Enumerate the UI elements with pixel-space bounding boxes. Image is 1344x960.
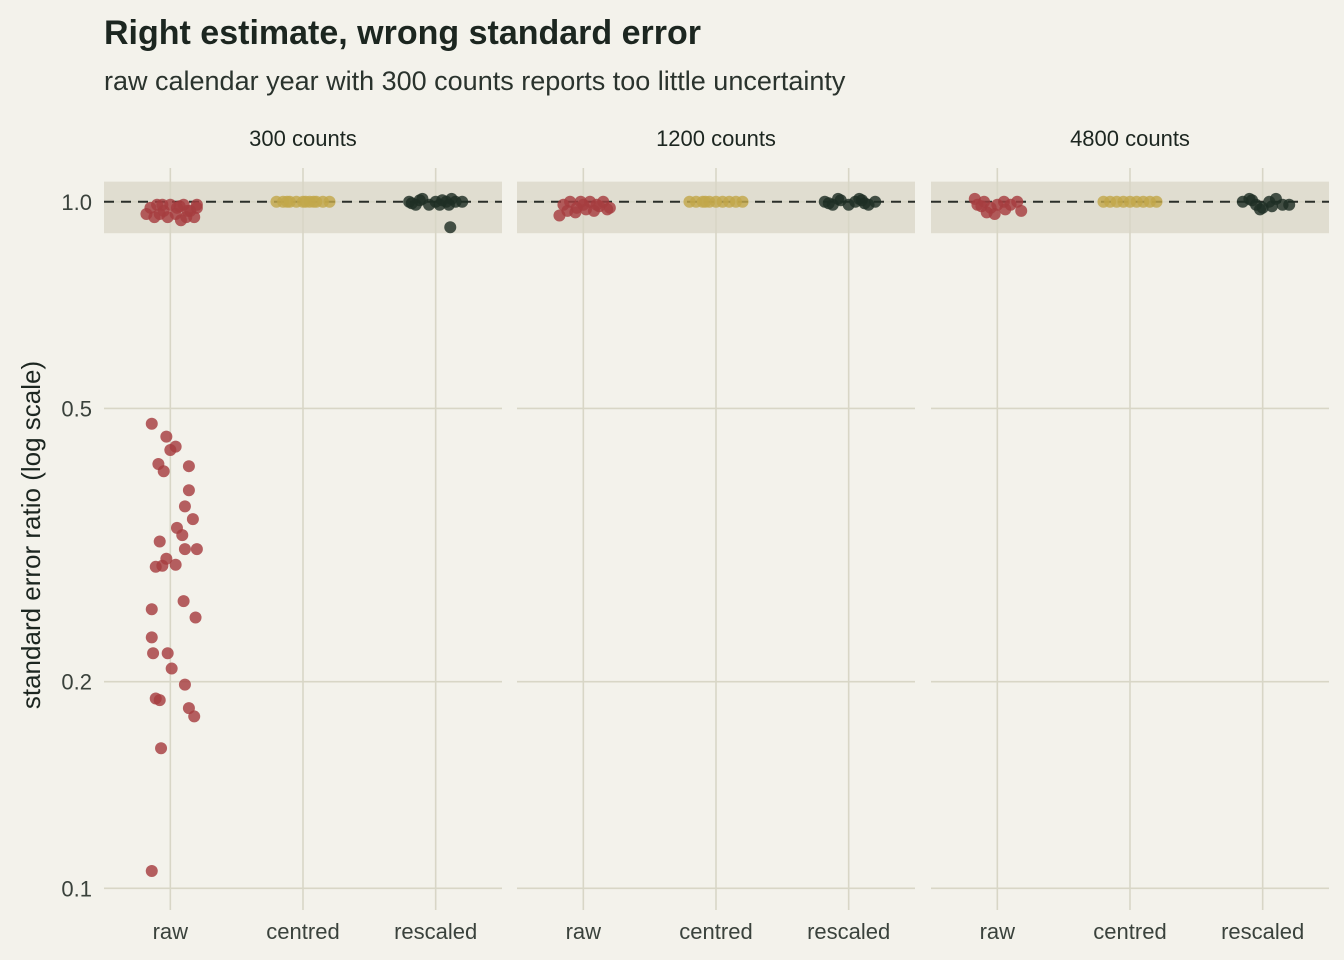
data-point xyxy=(405,197,418,210)
data-point xyxy=(156,559,169,572)
data-point xyxy=(445,192,458,205)
series-centred xyxy=(683,195,749,208)
panel-strip-label: 4800 counts xyxy=(1070,126,1190,151)
data-point xyxy=(156,198,169,211)
x-tick-label: centred xyxy=(1093,919,1166,944)
data-point xyxy=(145,631,158,644)
data-point xyxy=(593,200,606,213)
data-point xyxy=(1011,195,1024,208)
data-point xyxy=(176,529,189,542)
data-point xyxy=(832,192,845,205)
data-point xyxy=(1246,194,1259,207)
data-point xyxy=(165,662,178,675)
data-point xyxy=(574,195,587,208)
data-point xyxy=(281,195,294,208)
y-axis-label: standard error ratio (log scale) xyxy=(16,361,46,709)
panel-2: 1200 counts raw centred rescaled xyxy=(517,126,915,944)
data-point xyxy=(160,430,173,443)
data-point xyxy=(188,710,201,723)
x-tick-label: raw xyxy=(980,919,1016,944)
data-point xyxy=(145,864,158,877)
series-rescaled xyxy=(403,192,469,234)
x-tick-label: rescaled xyxy=(1221,919,1304,944)
data-point xyxy=(189,611,202,624)
data-point xyxy=(178,678,191,691)
data-point xyxy=(190,201,203,214)
data-point xyxy=(155,742,168,755)
panels: 300 counts raw centred rescaled 1200 counts r… xyxy=(104,126,1329,944)
data-point xyxy=(145,417,158,430)
data-point xyxy=(1254,203,1267,216)
data-point xyxy=(299,195,312,208)
data-point xyxy=(1015,204,1028,217)
y-tick-label: 0.2 xyxy=(61,670,92,695)
data-point xyxy=(433,198,446,211)
data-point xyxy=(164,443,177,456)
data-point xyxy=(186,513,199,526)
data-point xyxy=(177,595,190,608)
chart-subtitle: raw calendar year with 300 counts report… xyxy=(104,66,846,96)
x-tick-label: centred xyxy=(266,919,339,944)
chart-title: Right estimate, wrong standard error xyxy=(104,14,701,52)
panel-strip-label: 300 counts xyxy=(249,126,357,151)
series-raw xyxy=(553,195,616,222)
data-point xyxy=(1283,198,1296,211)
x-tick-label: raw xyxy=(153,919,189,944)
data-point xyxy=(869,195,882,208)
data-point xyxy=(169,558,182,571)
series-centred xyxy=(1097,195,1163,208)
data-point xyxy=(157,465,170,478)
panel-strip-label: 1200 counts xyxy=(656,126,776,151)
y-tick-label: 0.5 xyxy=(61,396,92,421)
data-point xyxy=(323,195,336,208)
data-point xyxy=(178,500,191,513)
data-point xyxy=(145,603,158,616)
x-tick-label: raw xyxy=(566,919,602,944)
data-point xyxy=(444,221,457,234)
data-point xyxy=(181,204,194,217)
y-tick-label: 0.1 xyxy=(61,876,92,901)
data-point xyxy=(736,195,749,208)
data-point xyxy=(988,207,1001,220)
data-point xyxy=(153,535,166,548)
data-point xyxy=(456,195,469,208)
data-point xyxy=(858,197,871,210)
x-tick-label: rescaled xyxy=(807,919,890,944)
data-point xyxy=(1265,200,1278,213)
data-point xyxy=(975,200,988,213)
data-point xyxy=(147,647,160,660)
data-point xyxy=(182,484,195,497)
data-point xyxy=(161,647,174,660)
x-tick-label: rescaled xyxy=(394,919,477,944)
series-rescaled xyxy=(1236,192,1296,216)
data-point xyxy=(190,543,203,556)
x-tick-label: centred xyxy=(679,919,752,944)
y-tick-label: 1.0 xyxy=(61,190,92,215)
data-point xyxy=(999,203,1012,216)
data-point xyxy=(1150,195,1163,208)
series-raw xyxy=(968,192,1028,220)
panel-3: 4800 counts raw centred rescaled xyxy=(931,126,1329,944)
data-point xyxy=(153,694,166,707)
series-raw xyxy=(140,198,203,877)
data-point xyxy=(699,195,712,208)
data-point xyxy=(182,460,195,473)
data-point xyxy=(569,206,582,219)
series-centred xyxy=(270,195,336,208)
data-point xyxy=(822,197,835,210)
panel-1: 300 counts raw centred rescaled xyxy=(104,126,502,944)
data-point xyxy=(178,543,191,556)
y-axis: 1.0 0.5 0.2 0.1 xyxy=(61,190,92,902)
series-rescaled xyxy=(818,192,882,211)
